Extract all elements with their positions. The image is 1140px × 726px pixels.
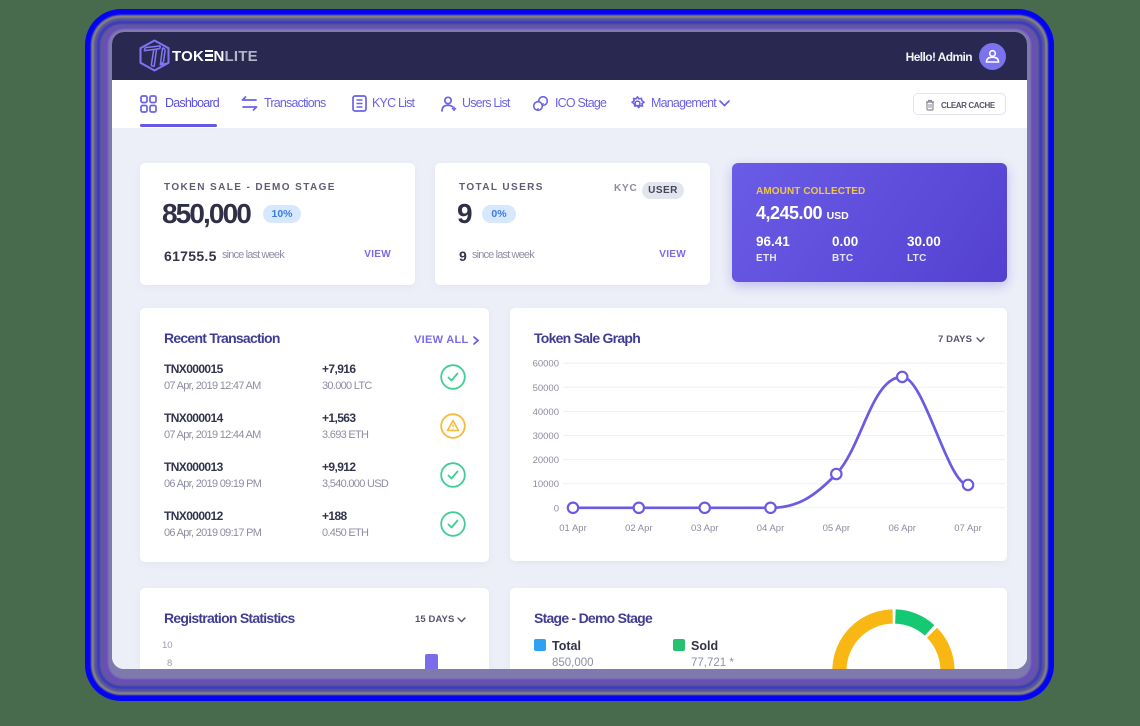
svg-text:30000: 30000 (533, 431, 559, 442)
svg-text:50000: 50000 (533, 383, 559, 394)
svg-text:0: 0 (554, 503, 559, 514)
svg-text:20000: 20000 (533, 455, 559, 466)
svg-text:06 Apr: 06 Apr (888, 523, 915, 534)
svg-text:05 Apr: 05 Apr (823, 523, 850, 534)
svg-text:07 Apr: 07 Apr (954, 523, 981, 534)
svg-text:04 Apr: 04 Apr (757, 523, 784, 534)
svg-text:60000: 60000 (533, 359, 559, 370)
svg-text:10000: 10000 (533, 479, 559, 490)
svg-text:02 Apr: 02 Apr (625, 523, 652, 534)
svg-text:03 Apr: 03 Apr (691, 523, 718, 534)
svg-text:40000: 40000 (533, 407, 559, 418)
svg-text:01 Apr: 01 Apr (559, 523, 586, 534)
